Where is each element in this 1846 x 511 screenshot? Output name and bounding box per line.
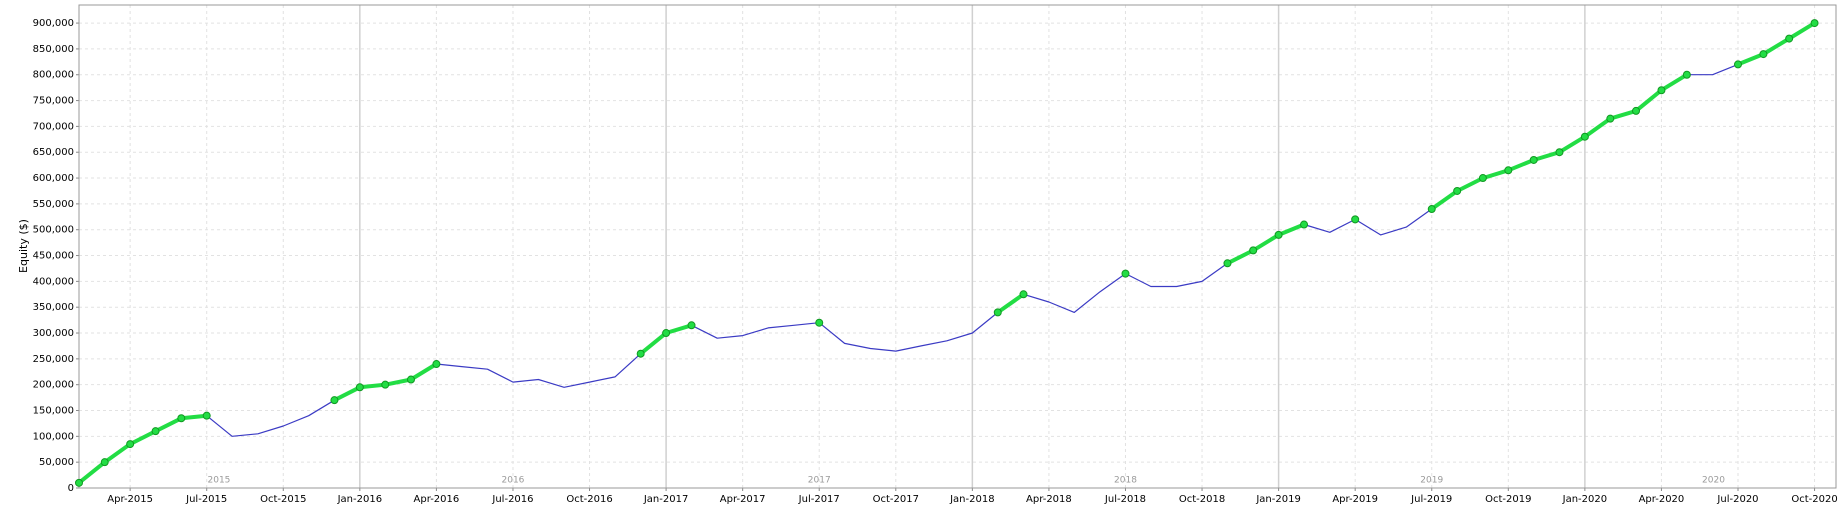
highlight-point <box>1733 60 1742 69</box>
y-tick-label: 50,000 <box>39 457 74 468</box>
x-tick-label: Jul-2015 <box>185 494 227 505</box>
y-axis-title: Equity ($) <box>17 219 30 273</box>
highlight-point <box>993 308 1002 317</box>
x-tick-label: Oct-2019 <box>1485 494 1531 505</box>
x-tick-label: Apr-2016 <box>414 494 460 505</box>
highlight-point <box>1657 86 1666 95</box>
y-tick-label: 500,000 <box>33 225 74 236</box>
highlight-point <box>177 414 186 423</box>
x-tick-label: Jul-2019 <box>1410 494 1452 505</box>
highlight-point <box>1555 148 1564 157</box>
highlight-point <box>1274 230 1283 239</box>
x-tick-label: Oct-2018 <box>1179 494 1225 505</box>
y-tick-label: 550,000 <box>33 199 74 210</box>
highlight-point <box>662 329 671 338</box>
y-tick-label: 650,000 <box>33 147 74 158</box>
highlight-point <box>1427 205 1436 214</box>
y-tick-label: 450,000 <box>33 251 74 262</box>
x-tick-label: Jan-2016 <box>337 494 382 505</box>
x-tick-label: Oct-2015 <box>260 494 306 505</box>
highlight-point <box>126 440 135 449</box>
x-tick-label: Oct-2017 <box>873 494 919 505</box>
x-tick-label: Jan-2018 <box>949 494 994 505</box>
y-tick-label: 350,000 <box>33 302 74 313</box>
x-tick-label: Apr-2020 <box>1639 494 1685 505</box>
year-label: 2019 <box>1420 476 1443 486</box>
y-tick-label: 750,000 <box>33 96 74 107</box>
year-label: 2016 <box>502 476 525 486</box>
year-label: 2015 <box>208 476 231 486</box>
x-tick-label: Oct-2016 <box>566 494 612 505</box>
x-tick-label: Apr-2017 <box>720 494 766 505</box>
year-label: 2018 <box>1114 476 1137 486</box>
highlight-point <box>202 411 211 420</box>
x-tick-label: Apr-2015 <box>107 494 153 505</box>
y-tick-label: 900,000 <box>33 18 74 29</box>
highlight-point <box>1785 34 1794 43</box>
y-tick-label: 250,000 <box>33 354 74 365</box>
highlight-point <box>151 427 160 436</box>
year-label: 2020 <box>1702 476 1725 486</box>
highlight-point <box>636 349 645 358</box>
x-tick-label: Jul-2018 <box>1104 494 1146 505</box>
highlight-point <box>1580 132 1589 141</box>
highlight-point <box>1632 106 1641 115</box>
y-tick-label: 200,000 <box>33 380 74 391</box>
highlight-point <box>381 380 390 389</box>
highlight-point <box>1810 19 1819 28</box>
highlight-point <box>1529 155 1538 164</box>
highlight-point <box>355 383 364 392</box>
highlight-point <box>1478 174 1487 183</box>
x-tick-label: Jul-2017 <box>798 494 840 505</box>
highlight-point <box>1682 70 1691 79</box>
x-tick-label: Jul-2016 <box>491 494 533 505</box>
x-tick-label: Jan-2020 <box>1562 494 1607 505</box>
y-tick-label: 400,000 <box>33 276 74 287</box>
y-tick-label: 100,000 <box>33 431 74 442</box>
y-tick-label: 150,000 <box>33 406 74 417</box>
x-tick-label: Apr-2018 <box>1026 494 1072 505</box>
highlight-point <box>1223 259 1232 268</box>
highlight-point <box>1351 215 1360 224</box>
highlight-point <box>1453 186 1462 195</box>
x-tick-label: Apr-2019 <box>1332 494 1378 505</box>
x-tick-label: Oct-2020 <box>1791 494 1837 505</box>
highlight-point <box>100 458 109 467</box>
highlight-point <box>1249 246 1258 255</box>
highlight-point <box>1504 166 1513 175</box>
x-tick-label: Jan-2019 <box>1255 494 1300 505</box>
y-tick-label: 700,000 <box>33 121 74 132</box>
year-label: 2017 <box>808 476 831 486</box>
x-tick-label: Jul-2020 <box>1716 494 1758 505</box>
y-tick-label: 300,000 <box>33 328 74 339</box>
highlight-point <box>406 375 415 384</box>
x-tick-label: Jan-2017 <box>643 494 688 505</box>
highlight-point <box>1606 114 1615 123</box>
highlight-point <box>815 318 824 327</box>
highlight-point <box>75 478 83 487</box>
highlight-point <box>330 396 339 405</box>
plot-frame <box>78 4 1837 489</box>
y-tick-label: 600,000 <box>33 173 74 184</box>
y-tick-label: 0 <box>68 483 74 494</box>
highlight-point <box>1019 290 1028 299</box>
highlight-point <box>687 321 696 330</box>
highlight-point <box>1759 50 1768 59</box>
highlight-point <box>1300 220 1309 229</box>
highlight-point <box>1121 269 1130 278</box>
highlight-point <box>432 360 441 369</box>
y-tick-label: 800,000 <box>33 70 74 81</box>
y-tick-label: 850,000 <box>33 44 74 55</box>
